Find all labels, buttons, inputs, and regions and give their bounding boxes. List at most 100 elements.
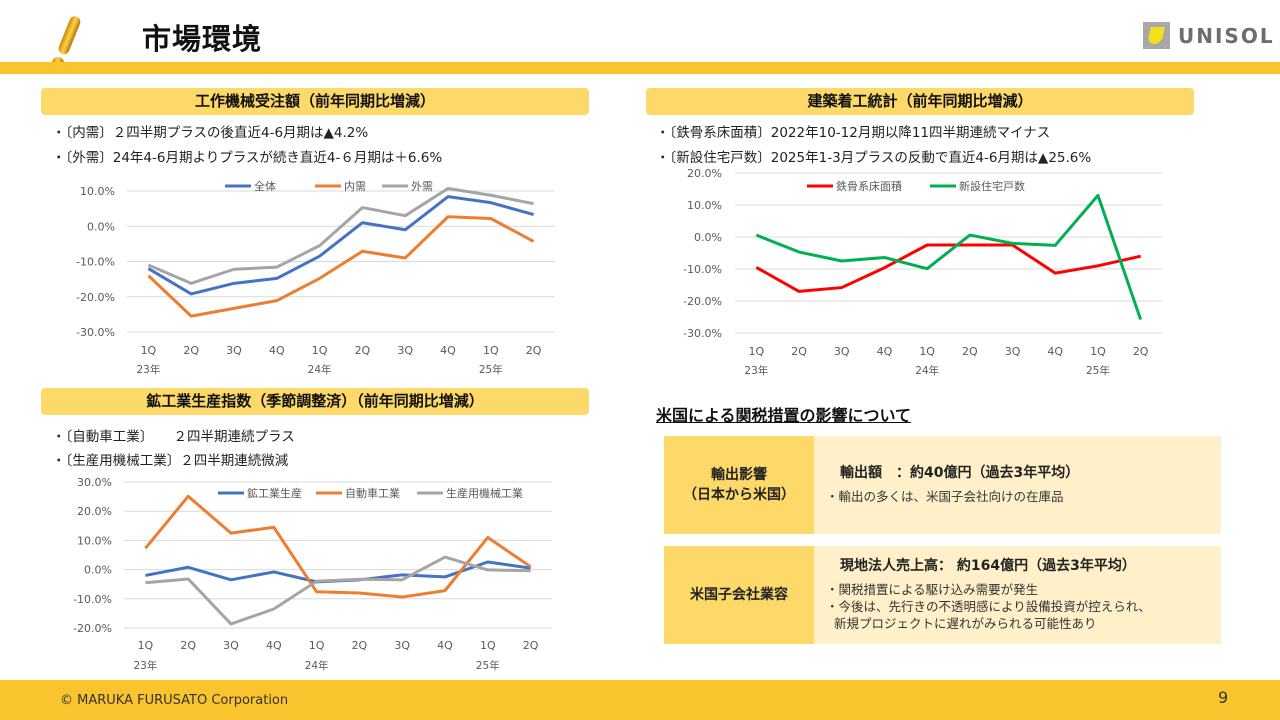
y-tick-label: -10.0% bbox=[683, 263, 722, 276]
legend-label: 自動車工業 bbox=[345, 486, 400, 500]
mining-chart: 30.0% 20.0% 10.0% 0.0% -10.0% -20.0% 1Q 2Q 3Q 4Q 1… bbox=[73, 476, 552, 672]
x-tick-label: 3Q bbox=[834, 345, 850, 358]
box-line: ・関税措置による駆け込み需要が発生 bbox=[826, 582, 1039, 597]
x-tick-label: 2Q bbox=[791, 345, 807, 358]
y-tick-label: 0.0% bbox=[87, 220, 115, 233]
x-tick-label: 4Q bbox=[440, 344, 456, 357]
x-tick-label: 4Q bbox=[269, 344, 285, 357]
series-line-外需 bbox=[147, 187, 534, 285]
x-tick-label: 1Q bbox=[309, 639, 325, 652]
legend-label: 外需 bbox=[411, 180, 433, 193]
y-tick-label: -20.0% bbox=[73, 622, 112, 635]
y-tick-label: 10.0% bbox=[80, 185, 115, 198]
company-logo: UNISOL bbox=[1143, 22, 1275, 49]
bullet: ・〔内需〕２四半期プラスの後直近4-6月期は▲4.2% bbox=[52, 125, 369, 141]
series-line-内需 bbox=[147, 215, 535, 318]
machine-tools-chart: 10.0% 0.0% -10.0% -20.0% -30.0% 1Q 2Q 3Q 4Q 1Q 2Q 3… bbox=[76, 179, 555, 376]
legend-label: 生産用機械工業 bbox=[446, 486, 523, 500]
tariff-box-subsidiary: 米国子会社業容 現地法人売上高： 約164億円（過去3年平均） ・関税措置による… bbox=[664, 546, 1221, 644]
box-headline: 現地法人売上高： 約164億円（過去3年平均） bbox=[840, 558, 1136, 574]
year-label: 24年 bbox=[915, 364, 939, 377]
x-tick-label: 3Q bbox=[226, 344, 242, 357]
legend-label: 鉄骨系床面積 bbox=[836, 179, 902, 193]
unisol-logo-icon bbox=[1143, 22, 1170, 49]
box-label: 輸出影響 （日本から米国） bbox=[664, 436, 814, 534]
x-tick-label: 2Q bbox=[352, 639, 368, 652]
x-tick-label: 2Q bbox=[355, 344, 371, 357]
x-tick-label: 1Q bbox=[480, 639, 496, 652]
x-tick-label: 1Q bbox=[1090, 345, 1106, 358]
box-line: 新規プロジェクトに遅れがみられる可能性あり bbox=[826, 616, 1097, 631]
page-number: 9 bbox=[1218, 688, 1229, 707]
y-tick-label: 10.0% bbox=[77, 534, 112, 547]
x-tick-label: 1Q bbox=[312, 344, 328, 357]
x-tick-label: 1Q bbox=[919, 345, 935, 358]
y-tick-label: 0.0% bbox=[694, 231, 722, 244]
x-tick-label: 3Q bbox=[223, 639, 239, 652]
year-label: 24年 bbox=[305, 659, 329, 672]
footer-bar bbox=[0, 680, 1280, 720]
year-label: 23年 bbox=[136, 363, 160, 376]
y-tick-label: 20.0% bbox=[77, 505, 112, 518]
x-tick-label: 2Q bbox=[523, 639, 539, 652]
construction-chart: 20.0% 10.0% 0.0% -10.0% -20.0% -30.0% 1Q 2Q 3Q 4Q… bbox=[683, 167, 1162, 377]
section-title-mining: 鉱工業生産指数（季節調整済）（前年同期比増減） bbox=[41, 388, 589, 415]
x-tick-label: 2Q bbox=[526, 344, 542, 357]
series-line-新設住宅戸数 bbox=[755, 193, 1143, 321]
legend-label: 全体 bbox=[254, 179, 276, 193]
box-headline: 輸出額 ：約40億円（過去3年平均） bbox=[840, 465, 1080, 481]
y-tick-label: -10.0% bbox=[73, 593, 112, 606]
series-line-全体 bbox=[147, 195, 535, 296]
y-tick-label: -30.0% bbox=[76, 326, 115, 339]
series-line-鉄骨系床面積 bbox=[755, 243, 1141, 293]
page-title: 市場環境 bbox=[142, 22, 263, 56]
year-label: 25年 bbox=[476, 659, 500, 672]
bullet: ・〔新設住宅戸数〕2025年1-3月プラスの反動で直近4-6月期は▲25.6% bbox=[656, 150, 1092, 166]
x-tick-label: 3Q bbox=[397, 344, 413, 357]
y-tick-label: -10.0% bbox=[76, 256, 115, 269]
copyright: © MARUKA FURUSATO Corporation bbox=[60, 693, 289, 708]
legend-label: 新設住宅戸数 bbox=[959, 179, 1025, 193]
year-label: 23年 bbox=[744, 364, 768, 377]
year-label: 23年 bbox=[133, 659, 157, 672]
logo-text: UNISOL bbox=[1178, 23, 1275, 48]
bullet: ・〔自動車工業〕 ２四半期連続プラス bbox=[52, 429, 295, 445]
x-tick-label: 2Q bbox=[962, 345, 978, 358]
bullet: ・〔鉄骨系床面積〕2022年10-12月期以降11四半期連続マイナス bbox=[656, 125, 1051, 141]
x-tick-label: 1Q bbox=[138, 639, 154, 652]
year-label: 25年 bbox=[1086, 364, 1110, 377]
tariff-title: 米国による関税措置の影響について bbox=[656, 406, 912, 425]
box-line: ・今後は、先行きの不透明感により設備投資が控えられ、 bbox=[826, 599, 1151, 614]
x-tick-label: 1Q bbox=[141, 344, 157, 357]
x-tick-label: 3Q bbox=[394, 639, 410, 652]
year-label: 24年 bbox=[308, 363, 332, 376]
year-label: 25年 bbox=[479, 363, 503, 376]
y-tick-label: -20.0% bbox=[76, 291, 115, 304]
x-tick-label: 2Q bbox=[180, 639, 196, 652]
bullet: ・〔生産用機械工業〕２四半期連続微減 bbox=[52, 453, 289, 469]
x-tick-label: 3Q bbox=[1005, 345, 1021, 358]
legend-label: 鉱工業生産 bbox=[247, 486, 302, 500]
section-title-machine-tools: 工作機械受注額（前年同期比増減） bbox=[41, 88, 589, 115]
x-tick-label: 4Q bbox=[1047, 345, 1063, 358]
series-line-生産用機械工業 bbox=[145, 555, 531, 626]
x-tick-label: 1Q bbox=[749, 345, 765, 358]
box-label: 米国子会社業容 bbox=[664, 546, 814, 644]
x-tick-label: 4Q bbox=[266, 639, 282, 652]
y-tick-label: 20.0% bbox=[687, 167, 722, 180]
box-line: ・輸出の多くは、米国子会社向けの在庫品 bbox=[826, 489, 1064, 504]
section-title-construction: 建築着工統計（前年同期比増減） bbox=[646, 88, 1194, 115]
x-tick-label: 4Q bbox=[437, 639, 453, 652]
x-tick-label: 4Q bbox=[877, 345, 893, 358]
bullet: ・〔外需〕24年4-6月期よりプラスが続き直近4-６月期は＋6.6% bbox=[52, 150, 443, 166]
y-tick-label: -30.0% bbox=[683, 327, 722, 340]
x-tick-label: 2Q bbox=[183, 344, 199, 357]
y-tick-label: 30.0% bbox=[77, 476, 112, 489]
x-tick-label: 2Q bbox=[1133, 345, 1149, 358]
y-tick-label: 0.0% bbox=[84, 564, 112, 577]
x-tick-label: 1Q bbox=[483, 344, 499, 357]
legend-label: 内需 bbox=[344, 179, 366, 193]
y-tick-label: -20.0% bbox=[683, 295, 722, 308]
tariff-box-export: 輸出影響 （日本から米国） 輸出額 ：約40億円（過去3年平均） ・輸出の多くは… bbox=[664, 436, 1221, 534]
y-tick-label: 10.0% bbox=[687, 199, 722, 212]
